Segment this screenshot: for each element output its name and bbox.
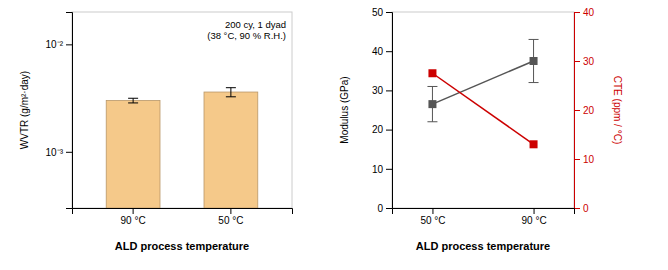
x-axis-title: ALD process temperature [416,240,551,252]
marker [428,100,436,108]
tick: 30 [372,85,392,96]
chart: 10⁻³ 10⁻² 90 °C 50 °C ALD process temperatur… [0,0,668,270]
line [432,61,533,104]
annotation-line: 200 cy, 1 dyad [225,19,286,30]
y-axis: 10⁻³ 10⁻² [46,13,73,209]
tick-label: 30 [583,56,595,67]
tick-label: 0 [377,203,383,214]
tick: 20 [372,124,392,135]
tick-mark [574,159,580,160]
bar-panel: 10⁻³ 10⁻² 90 °C 50 °C ALD process temperatur… [19,12,293,252]
x-axis-title: ALD process temperature [115,240,250,252]
tick: 20 [574,105,595,116]
annotation: 200 cy, 1 dyad(38 °C, 90 % R.H.) [207,19,286,41]
tick-mark [386,130,392,131]
plot-frame [392,12,574,208]
marks [106,88,258,208]
tick-mark [574,12,580,13]
tick-label: 40 [583,7,595,18]
y2-axis-line [575,13,581,209]
tick-mark [133,208,134,214]
marker [530,140,538,148]
error-bar [128,98,138,103]
marks [427,39,538,148]
tick-mark [386,90,392,91]
y-axis-title: Modulus (GPa) [339,76,350,143]
line [432,73,533,144]
x-axis: 90 °C 50 °C [73,208,293,226]
tick-label: 20 [583,105,595,116]
tick-mark [386,12,392,13]
tick: 50 °C [218,208,243,226]
error-bar-cap [226,96,236,97]
tick: 40 [372,46,392,57]
y2-axis: 0 10 20 30 40 [574,7,595,214]
tick-mark [66,152,72,153]
tick-label: 50 °C [218,215,243,226]
tick-label: 10⁻² [46,39,64,50]
tick-mark [534,208,535,214]
tick-mark [230,208,231,214]
tick: 90 °C [121,208,146,226]
error-bar-stem [133,98,134,103]
tick: 30 [574,56,595,67]
tick-mark [66,44,72,45]
tick-label: 40 [372,46,384,57]
tick-mark [574,61,580,62]
error-bar [529,39,539,82]
tick: 10⁻³ [46,147,72,158]
tick: 10⁻² [46,39,72,50]
y-axis-line [386,13,393,209]
error-bar [427,86,437,121]
tick-label: 10⁻³ [46,147,64,158]
tick-label: 90 °C [521,215,546,226]
y-axis-line [66,13,73,209]
error-bar [226,88,236,97]
tick-label: 50 [372,7,384,18]
tick-label: 20 [372,124,384,135]
tick-label: 10 [583,154,595,165]
marker [428,69,436,77]
error-bar-cap [427,121,437,122]
tick-mark [386,169,392,170]
x-axis: 50 °C 90 °C [393,208,575,226]
tick: 0 [574,203,589,214]
error-bar-stem [230,88,231,97]
x-axis-line [73,209,293,215]
series [428,69,537,148]
tick: 90 °C [521,208,546,226]
tick-label: 50 °C [420,215,445,226]
tick-label: 90 °C [121,215,146,226]
tick: 40 [574,7,595,18]
error-bar-cap [226,87,236,88]
x-axis-line [393,209,575,215]
tick-mark [386,208,392,209]
bar [106,101,160,208]
tick-mark [386,51,392,52]
error-bar-cap [128,98,138,99]
line-panel: 0 10 20 30 40 50 0 10 20 30 40 CTE (ppm / °C) 50 °C 9… [339,7,623,252]
tick: 10 [574,154,595,165]
y-axis: 0 10 20 30 40 50 [372,7,393,214]
tick-label: 0 [583,203,589,214]
annotation-line: (38 °C, 90 % R.H.) [207,30,286,41]
y-axis-title: WVTR (g/m²·day) [19,71,30,149]
error-bar-cap [529,82,539,83]
tick: 0 [377,203,392,214]
plot-frame [72,12,292,208]
tick-label: 10 [372,164,384,175]
tick-mark [574,110,580,111]
tick-label: 30 [372,85,384,96]
bar [204,92,258,208]
tick: 10 [372,164,392,175]
error-bar-cap [529,39,539,40]
marker [530,57,538,65]
tick: 50 [372,7,392,18]
y2-axis-title: CTE (ppm / °C) [612,76,623,144]
error-bar-cap [427,86,437,87]
tick: 50 °C [420,208,445,226]
tick-mark [432,208,433,214]
error-bar-cap [128,102,138,103]
